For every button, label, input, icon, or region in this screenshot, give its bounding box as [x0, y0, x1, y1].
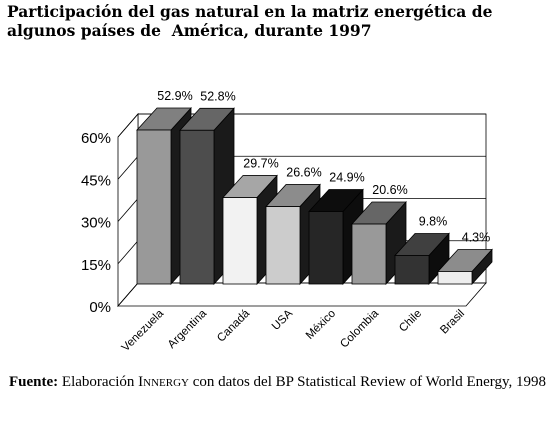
data-label: 52.8%: [200, 89, 235, 103]
bar: [265, 206, 301, 285]
source-note: Fuente: Elaboración Innergy con datos de…: [9, 373, 549, 392]
gridline-side: [117, 240, 139, 265]
bar: [222, 197, 258, 285]
y-tick-label: 30%: [81, 215, 111, 232]
source-text-post: con datos del BP Statistical Review of W…: [188, 374, 547, 390]
bar: [394, 255, 430, 285]
data-label: 9.8%: [419, 214, 448, 228]
source-label: Fuente:: [9, 374, 59, 390]
data-label: 29.7%: [243, 157, 278, 171]
y-tick-label: 60%: [81, 130, 111, 147]
x-tick-label: Colombia: [338, 307, 381, 350]
x-tick-label: Venezuela: [120, 307, 167, 354]
gridline-side: [117, 198, 139, 222]
source-text-pre: Elaboración I: [58, 374, 144, 390]
data-label: 24.9%: [329, 171, 364, 185]
chart-title-line-1: Participación del gas natural en la matr…: [7, 2, 493, 21]
gridline-side: [117, 282, 139, 307]
source-text-brand: nnergy: [143, 374, 189, 390]
y-tick-label: 15%: [81, 257, 111, 274]
bar: [351, 223, 387, 285]
gridline-side: [117, 113, 139, 138]
data-label: 20.6%: [372, 183, 407, 197]
chart-title: Participación del gas natural en la matr…: [7, 2, 547, 40]
bar: [308, 211, 344, 285]
gridline-side: [117, 155, 139, 180]
bar: [437, 271, 473, 285]
bar: [179, 129, 215, 285]
chart-title-line-2: algunos países de América, durante 1997: [7, 21, 372, 40]
x-tick-label: Brasil: [438, 308, 467, 337]
x-tick-label: México: [304, 308, 338, 342]
bar: [136, 129, 172, 285]
data-label: 52.9%: [157, 89, 192, 103]
x-tick-label: Argentina: [166, 307, 210, 351]
x-tick-label: USA: [270, 307, 295, 332]
y-tick-label: 0%: [89, 299, 111, 316]
data-label: 4.3%: [462, 230, 491, 244]
x-tick-label: Canadá: [215, 307, 252, 344]
floor: [117, 282, 487, 307]
data-label: 26.6%: [286, 166, 321, 180]
x-tick-label: Chile: [397, 308, 424, 335]
y-tick-label: 45%: [81, 172, 111, 189]
